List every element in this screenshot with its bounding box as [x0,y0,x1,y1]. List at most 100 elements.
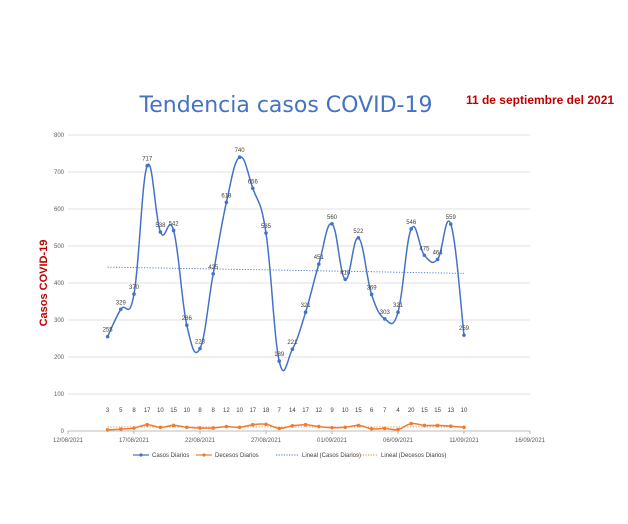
data-label-casos: 535 [261,224,272,230]
data-label-decesos: 10 [183,408,190,414]
data-point-casos [224,200,229,205]
data-label-casos: 618 [221,193,232,199]
x-tick-label: 22/08/2021 [185,438,216,444]
y-tick-label: 500 [54,244,65,250]
data-label-decesos: 7 [383,408,387,414]
data-point-decesos [343,425,348,430]
series-line-casos [106,156,465,372]
series [105,155,466,432]
data-label-casos: 740 [235,148,246,154]
y-axis-label: Casos COVID-19 [38,240,50,327]
legend-item: Lineal (Decesos Diarios) [381,453,446,459]
data-point-casos [356,236,361,240]
x-tick-label: 06/09/2021 [383,438,414,444]
x-tick-label: 17/08/2021 [119,438,150,444]
data-label-decesos: 15 [421,408,428,414]
data-label-casos: 410 [340,270,351,276]
data-label-decesos: 15 [355,408,362,414]
data-point-decesos [356,423,361,428]
data-point-casos [158,230,163,234]
data-point-casos [462,333,466,337]
axes: 0 100 200 300 400 500 600 700 800 12/08/2021 17/08… [53,133,546,444]
data-label-casos: 303 [380,310,391,316]
data-point-casos [251,186,255,191]
data-label-decesos: 17 [302,408,309,414]
data-label-decesos: 8 [212,408,216,414]
data-point-casos [409,227,414,231]
data-label-casos: 451 [314,255,325,261]
data-label-casos: 546 [406,220,417,226]
data-label-decesos: 9 [330,408,334,414]
data-point-decesos [145,422,149,427]
trendline [107,266,465,274]
data-point-casos [290,347,295,352]
data-label-casos: 223 [195,339,206,345]
y-tick-label: 100 [54,392,65,398]
data-point-decesos [211,426,215,430]
data-point-decesos [132,426,136,430]
data-point-casos [396,310,400,315]
data-label-casos: 464 [433,250,444,256]
legend-marker [139,453,143,457]
data-point-decesos [198,426,202,430]
data-label-decesos: 6 [370,408,374,414]
data-point-casos [435,257,440,262]
data-point-decesos [317,424,321,429]
data-label-casos: 321 [301,303,312,309]
data-point-decesos [383,426,387,431]
x-tick-label: 01/09/2021 [317,438,348,444]
legend-item: Decesos Diarios [215,453,259,459]
data-label-casos: 560 [327,215,338,221]
data-point-casos [237,155,242,159]
data-point-decesos [251,422,255,427]
y-tick-label: 700 [54,170,65,176]
data-label-decesos: 5 [119,408,123,414]
legend-item: Lineal (Casos Diarios) [302,453,361,459]
data-point-casos [145,163,149,168]
data-point-decesos [462,425,466,430]
data-label-decesos: 13 [447,408,454,414]
data-label-casos: 559 [446,215,457,221]
data-label-casos: 542 [169,221,180,227]
x-tick-label: 16/09/2021 [515,438,546,444]
legend: Casos Diarios Decesos Diarios Lineal (Caso… [133,453,446,459]
data-point-decesos [171,423,176,428]
data-label-decesos: 10 [342,408,349,414]
data-point-decesos [369,426,374,431]
data-point-decesos [449,424,453,428]
data-label-decesos: 18 [263,408,270,414]
data-point-decesos [277,426,282,431]
data-point-decesos [435,423,440,428]
data-label-decesos: 4 [396,408,400,414]
data-point-casos [343,277,348,282]
data-label-casos: 189 [274,352,285,358]
data-label-decesos: 15 [434,408,441,414]
data-point-casos [369,292,374,297]
data-point-decesos [237,425,242,430]
data-point-casos [185,323,189,327]
y-tick-label: 300 [54,318,65,324]
data-point-decesos [119,427,123,431]
data-label-decesos: 3 [106,408,110,414]
data-label-casos: 221 [287,340,298,346]
data-label-decesos: 7 [278,408,282,414]
data-label-decesos: 8 [198,408,202,414]
data-point-casos [317,262,321,266]
data-point-casos [330,222,334,226]
x-tick-label: 12/08/2021 [53,438,84,444]
data-label-decesos: 10 [461,408,468,414]
data-label-casos: 717 [142,157,153,163]
data-label-decesos: 10 [157,408,164,414]
data-point-decesos [224,424,229,429]
data-label-casos: 369 [367,285,378,291]
data-label-casos: 321 [393,303,404,309]
data-point-casos [422,253,427,258]
data-label-casos: 522 [353,229,364,235]
y-tick-label: 800 [54,133,65,139]
date-label: 11 de septiembre del 2021 [466,93,614,107]
chart-title: Tendencia casos COVID-19 [139,93,433,118]
data-label-casos: 425 [208,265,219,271]
x-tick-label: 11/09/2021 [449,438,479,444]
